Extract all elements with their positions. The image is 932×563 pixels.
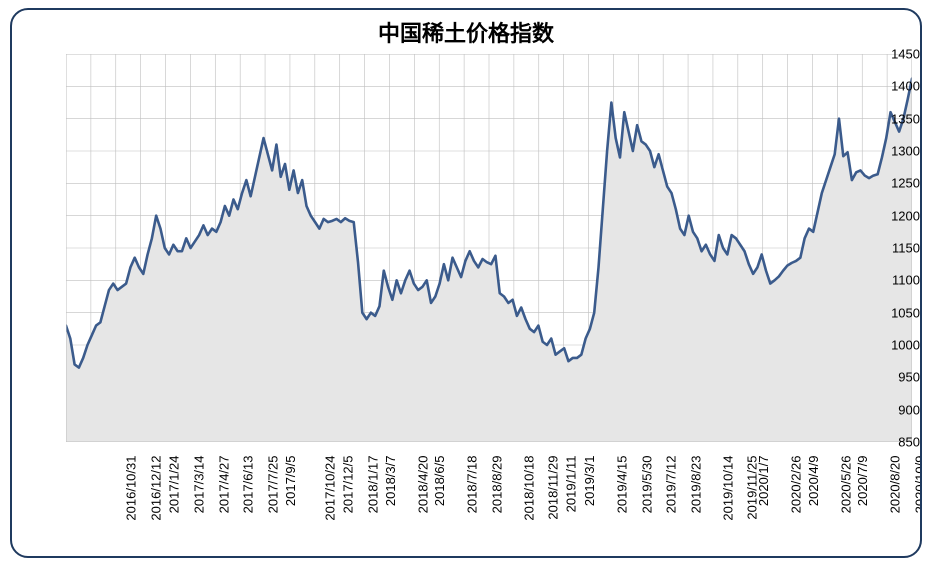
x-tick-label: 2019/10/14: [721, 456, 736, 521]
y-tick-label: 1200: [872, 208, 920, 223]
x-tick-label: 2016/10/31: [124, 456, 139, 521]
y-tick-label: 950: [872, 370, 920, 385]
x-tick-label: 2018/7/18: [465, 456, 480, 514]
x-tick-label: 2018/6/5: [433, 456, 448, 507]
x-tick-label: 2019/5/30: [639, 456, 654, 514]
y-tick-label: 1000: [872, 338, 920, 353]
y-tick-label: 900: [872, 402, 920, 417]
x-tick-label: 2017/7/25: [266, 456, 281, 514]
y-tick-label: 1400: [872, 79, 920, 94]
x-tick-label: 2017/4/27: [216, 456, 231, 514]
x-tick-label: 2016/12/12: [148, 456, 163, 521]
y-tick-label: 1350: [872, 111, 920, 126]
x-tick-label: 2019/4/15: [614, 456, 629, 514]
x-tick-label: 2019/7/12: [664, 456, 679, 514]
plot-area: [66, 54, 912, 442]
y-tick-label: 1050: [872, 305, 920, 320]
x-tick-label: 2018/11/29: [546, 456, 561, 520]
x-tick-label: 2017/6/13: [241, 456, 256, 514]
x-tick-label: 2017/9/5: [283, 456, 298, 507]
x-tick-label: 2018/1/17: [365, 456, 380, 514]
x-tick-label: 2020/1/7: [756, 456, 771, 507]
x-tick-label: 2020/7/9: [856, 456, 871, 507]
x-tick-label: 2019/3/1: [582, 456, 597, 507]
x-tick-label: 2020/4/9: [806, 456, 821, 507]
chart-title: 中国稀土价格指数: [12, 16, 920, 48]
x-tick-label: 2017/12/5: [340, 456, 355, 514]
y-tick-label: 1100: [872, 273, 920, 288]
y-tick-label: 1150: [872, 241, 920, 256]
y-tick-label: 850: [872, 435, 920, 450]
x-tick-label: 2020/5/26: [838, 456, 853, 514]
x-tick-label: 2020/2/26: [788, 456, 803, 514]
y-tick-label: 1300: [872, 144, 920, 159]
y-tick-label: 1250: [872, 176, 920, 191]
x-tick-label: 2020/10/9: [913, 456, 922, 514]
y-tick-label: 1450: [872, 47, 920, 62]
x-tick-label: 2017/1/24: [166, 456, 181, 514]
x-tick-label: 2020/8/20: [888, 456, 903, 514]
x-tick-label: 2018/10/18: [522, 456, 537, 521]
x-tick-label: 2018/4/20: [415, 456, 430, 514]
x-tick-label: 2018/3/7: [383, 456, 398, 507]
x-tick-label: 2018/8/29: [490, 456, 505, 514]
chart-frame: 中国稀土价格指数 850 900 950 1000 1050 1100 1150 1200 12…: [10, 8, 922, 558]
x-tick-label: 2019/8/23: [689, 456, 704, 514]
x-tick-label: 2019/1/11: [563, 456, 578, 513]
x-tick-label: 2017/3/14: [191, 456, 206, 514]
x-tick-label: 2017/10/24: [323, 456, 338, 521]
